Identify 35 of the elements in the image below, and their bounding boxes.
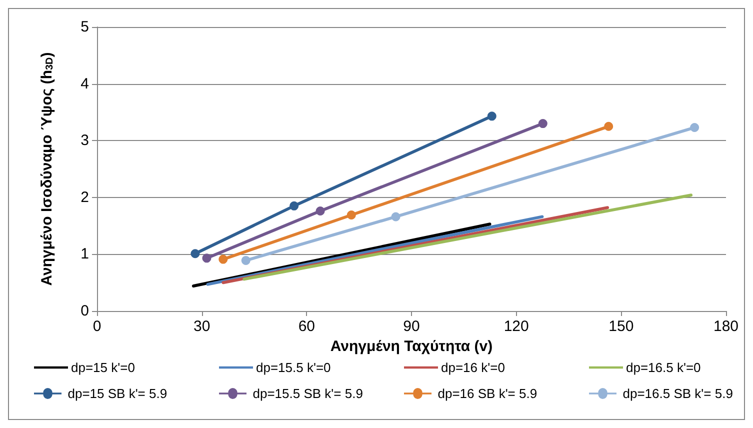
x-axis-title: Ανηγμένη Ταχύτητα (v): [330, 338, 493, 355]
legend-label: dp=16.5 k'=0: [626, 360, 701, 375]
y-tick-label: 5: [80, 18, 89, 36]
legend-label: dp=15.5 k'=0: [256, 360, 331, 375]
point: [290, 201, 299, 210]
x-tick-label: 90: [403, 318, 420, 335]
y-axis-title: Ανηγμένο Ισοδύναμο Ύψος (h3D): [38, 52, 56, 286]
point: [241, 256, 250, 265]
legend-label: dp=16.5 SB k'= 5.9: [622, 386, 733, 401]
point: [391, 212, 400, 222]
x-tick-label: 30: [193, 318, 210, 335]
y-tick-label: 3: [80, 132, 89, 150]
y-tick-label: 4: [80, 75, 89, 92]
y-tick-label: 0: [80, 302, 89, 320]
x-tick-label: 60: [298, 318, 316, 335]
point: [202, 254, 212, 263]
legend-label: dp=16 k'=0: [441, 360, 505, 375]
point: [487, 112, 496, 121]
point: [346, 210, 356, 220]
point: [690, 123, 700, 132]
x-tick-label: 150: [608, 318, 634, 335]
point: [316, 206, 325, 216]
point: [538, 119, 548, 128]
legend-label: dp=15 SB k'= 5.9: [68, 386, 168, 401]
point: [218, 254, 228, 264]
y-tick-label: 1: [80, 246, 89, 263]
legend-label: dp=15.5 SB k'= 5.9: [252, 386, 363, 401]
legend-label: dp=16 SB k'= 5.9: [438, 386, 538, 401]
x-tick-label: 120: [504, 318, 529, 335]
x-tick-label: 180: [713, 318, 739, 335]
point: [190, 249, 200, 258]
y-tick-label: 2: [80, 188, 89, 206]
legend-label: dp=15 k'=0: [71, 360, 135, 375]
x-tick-label: 0: [92, 318, 102, 335]
point: [604, 122, 614, 131]
